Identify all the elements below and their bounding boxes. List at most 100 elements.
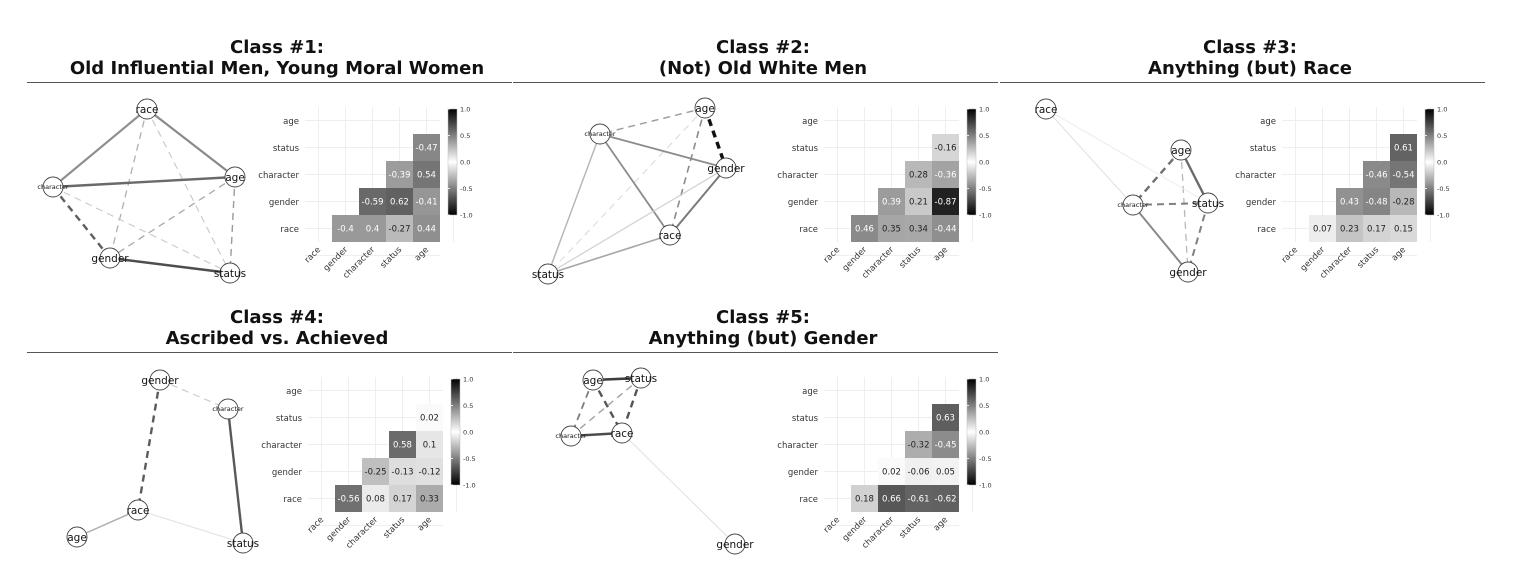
heatmap-cell-race-gender [1309, 215, 1336, 242]
colorbar-tick-label: -0.5 [460, 185, 473, 193]
heatmap-cell-gender-age [1390, 188, 1417, 215]
network-node-character [42, 176, 64, 198]
heatmap-cell-label-gender-character: 0.02 [882, 468, 901, 478]
heatmap-y-tick-age: age [283, 117, 299, 127]
network-node-character [217, 398, 239, 420]
heatmap-cell-status-age [1390, 134, 1417, 161]
heatmap-y-tick-character: character [261, 441, 302, 451]
heatmap-cell-label-gender-age: -0.12 [419, 468, 441, 478]
heatmap-x-tick-age: age [416, 515, 434, 533]
network-node-status [537, 263, 559, 285]
heatmap-cell-race-status [905, 485, 932, 512]
heatmap-cell-race-age [1390, 215, 1417, 242]
heatmap-cell-character-age [413, 161, 440, 188]
colorbar-tick-label: -0.5 [979, 185, 992, 193]
network-node-label-age: age [225, 172, 245, 184]
network-node-status [630, 367, 652, 389]
heatmap-cell-character-status [905, 161, 932, 188]
network-node-gender [99, 247, 121, 269]
network-node-label-age: age [67, 532, 87, 544]
network-edge-character-status [1132, 202, 1209, 206]
network-edge-age-status [229, 176, 236, 274]
colorbar-tick-label: -1.0 [1437, 212, 1450, 220]
heatmap-x-tick-age: age [932, 515, 950, 533]
colorbar-tick-label: 1.0 [460, 106, 470, 114]
heatmap: agestatuscharactergenderraceracegenderch… [1235, 106, 1449, 281]
network-node-label-status: status [227, 538, 259, 550]
network-node-label-race: race [611, 428, 634, 440]
class-4-title: Class #4: Ascribed vs. Achieved [27, 307, 527, 349]
heatmap-cell-gender-age [932, 188, 959, 215]
heatmap-x-tick-status: status [1356, 245, 1382, 271]
heatmap-y-tick-race: race [283, 495, 302, 505]
heatmap: agestatuscharactergenderraceracegenderch… [258, 106, 472, 281]
class-2-figure: race gender character status age age status cha… [532, 97, 992, 285]
heatmap-y-tick-status: status [792, 414, 819, 424]
heatmap-cell-label-race-character: 0.08 [366, 495, 385, 505]
network-node-status [232, 532, 254, 554]
heatmap-cell-character-status [386, 161, 413, 188]
heatmap-cell-label-race-gender: 0.46 [855, 225, 874, 235]
class-3-title: Class #3: Anything (but) Race [1000, 37, 1500, 79]
network-node-race [127, 499, 149, 521]
heatmap-cell-label-character-age: 0.1 [423, 441, 437, 451]
heatmap-cell-gender-status [1363, 188, 1390, 215]
heatmap-cell-gender-status [386, 188, 413, 215]
heatmap-cell-label-gender-status: -0.48 [1366, 198, 1388, 208]
colorbar-tick-label: -0.5 [1437, 185, 1450, 193]
network-edge-gender-character [159, 379, 229, 410]
network-node-gender [149, 369, 171, 391]
class-1-title-line2: Old Influential Men, Young Moral Women [69, 58, 485, 79]
network-edge-character-gender [1132, 204, 1189, 273]
heatmap-x-tick-status: status [382, 515, 408, 541]
heatmap-cell-label-race-age: -0.44 [935, 225, 957, 235]
heatmap-cell-label-character-status: 0.58 [393, 441, 412, 451]
colorbar-tick-label: 0.5 [463, 402, 473, 410]
network-node-status [219, 262, 241, 284]
heatmap-cell-race-character [878, 485, 905, 512]
heatmap-cell-gender-status [389, 458, 416, 485]
network-node-label-gender: gender [716, 539, 754, 551]
heatmap-cell-gender-age [932, 458, 959, 485]
heatmap-cell-label-race-age: 0.44 [417, 225, 436, 235]
heatmap-cell-label-gender-character: -0.25 [365, 468, 387, 478]
network-node-label-gender: gender [1169, 267, 1207, 279]
network-edge-gender-race [669, 167, 727, 236]
class-2-title-line1: Class #2: [715, 37, 811, 58]
heatmap-y-tick-status: status [1250, 144, 1277, 154]
heatmap-cell-label-gender-character: 0.43 [1340, 198, 1359, 208]
heatmap-y-tick-gender: gender [788, 468, 819, 478]
heatmap-y-tick-status: status [276, 414, 303, 424]
colorbar-tick-label: 0.0 [460, 159, 470, 167]
network-edge-character-gender [52, 186, 111, 259]
heatmap-cell-gender-character [362, 458, 389, 485]
class-5-title-line1: Class #5: [715, 307, 811, 328]
heatmap-cell-label-race-age: 0.15 [1394, 225, 1413, 235]
heatmap-cell-race-age [932, 485, 959, 512]
network-edge-race-status [1045, 108, 1209, 204]
colorbar-tick-label: 0.5 [1437, 132, 1447, 140]
colorbar-tick-label: 1.0 [979, 376, 989, 384]
heatmap-cell-label-race-gender: 0.18 [855, 495, 874, 505]
heatmap-y-tick-gender: gender [1246, 198, 1277, 208]
heatmap-cell-race-gender [851, 215, 878, 242]
heatmap-cell-label-gender-status: -0.06 [908, 468, 930, 478]
heatmap-cell-character-age [416, 431, 443, 458]
heatmap-cell-status-age [932, 134, 959, 161]
network-node-label-status: status [214, 268, 246, 280]
heatmap-cell-label-character-age: -0.45 [935, 441, 957, 451]
network-node-character [1122, 194, 1144, 216]
heatmap-cell-race-status [1363, 215, 1390, 242]
heatmap-cell-label-race-gender: 0.07 [1313, 225, 1332, 235]
network-node-label-status: status [532, 269, 564, 281]
heatmap-cell-label-gender-age: -0.28 [1393, 198, 1415, 208]
heatmap-y-tick-character: character [1235, 171, 1276, 181]
class-2-title: Class #2: (Not) Old White Men [513, 37, 1013, 79]
heatmap-cell-label-status-age: 0.61 [1394, 144, 1413, 154]
heatmap-cell-label-gender-age: 0.05 [936, 468, 955, 478]
network-edge-race-character [1045, 108, 1134, 206]
network-node-label-gender: gender [141, 375, 179, 387]
class-5-title: Class #5: Anything (but) Gender [513, 307, 1013, 349]
heatmap-cell-gender-age [413, 188, 440, 215]
heatmap-cell-race-age [932, 215, 959, 242]
